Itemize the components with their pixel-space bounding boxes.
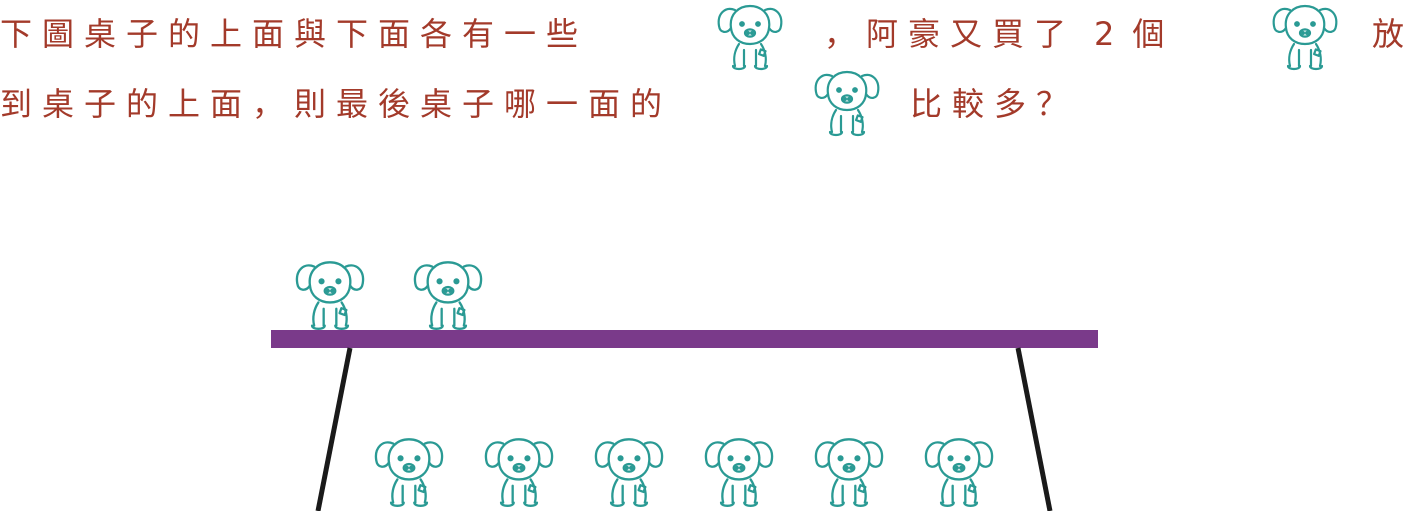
- question-text-1b: ，阿豪又買了: [824, 15, 1077, 53]
- question-text-1c: 個: [1132, 15, 1175, 53]
- question-line-1: 下圖桌子的上面與下面各有一些: [0, 4, 588, 60]
- puppy-icon: [814, 438, 884, 507]
- puppy-icon: [704, 438, 774, 507]
- puppy-icon: [594, 438, 664, 507]
- table-leg-left: [315, 347, 353, 511]
- puppy-icon: [413, 261, 483, 330]
- tabletop: [271, 330, 1098, 348]
- puppy-icon: [374, 438, 444, 507]
- question-count: 2: [1094, 15, 1115, 53]
- question-text-1a: 下圖桌子的上面與下面各有一些: [0, 15, 589, 53]
- puppy-icon: [295, 261, 365, 330]
- question-text-1d: 放: [1372, 15, 1415, 53]
- bottom-puppy-group: [374, 438, 994, 507]
- question-line-1b: ，阿豪又買了 2 個: [824, 4, 1174, 60]
- top-puppy-group: [295, 261, 483, 330]
- question-line-2b: 比較多？: [910, 74, 1078, 130]
- puppy-icon: [924, 438, 994, 507]
- question-line-1c: 放: [1372, 4, 1414, 60]
- question-line-2: 到桌子的上面，則最後桌子哪一面的: [0, 74, 672, 130]
- question-text-2b: 比較多？: [910, 85, 1079, 123]
- question-text-2a: 到桌子的上面，則最後桌子哪一面的: [0, 85, 673, 123]
- table-leg-right: [1015, 347, 1053, 511]
- puppy-icon: [484, 438, 554, 507]
